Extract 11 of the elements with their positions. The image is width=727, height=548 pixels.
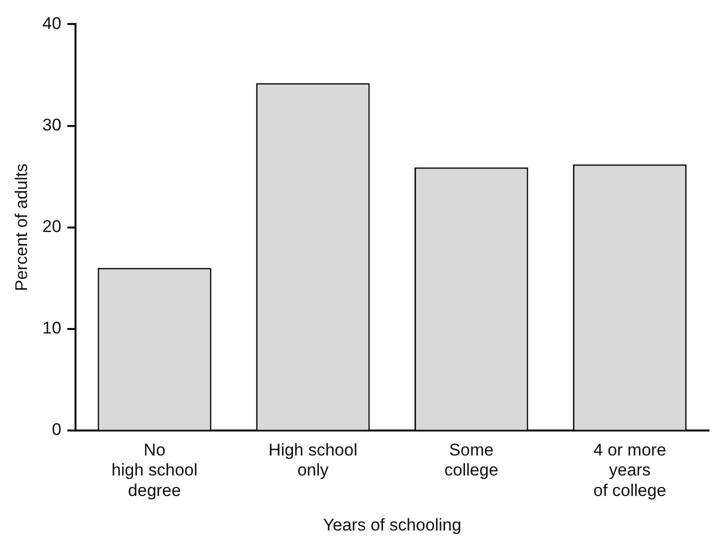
x-axis-title: Years of schooling: [323, 515, 462, 534]
x-tick-label: No high school degree: [112, 440, 198, 500]
y-axis-title: Percent of adults: [12, 164, 31, 292]
x-tick-label: Some college: [444, 440, 498, 480]
y-tick-label: 10: [42, 318, 62, 338]
x-tick-label: 4 or more years of college: [593, 440, 666, 500]
y-tick-label: 40: [42, 14, 62, 33]
y-tick-label: 20: [42, 216, 62, 236]
y-tick-label: 0: [52, 420, 62, 440]
y-tick-label: 30: [42, 115, 62, 134]
x-tick-label: High school only: [268, 440, 358, 480]
